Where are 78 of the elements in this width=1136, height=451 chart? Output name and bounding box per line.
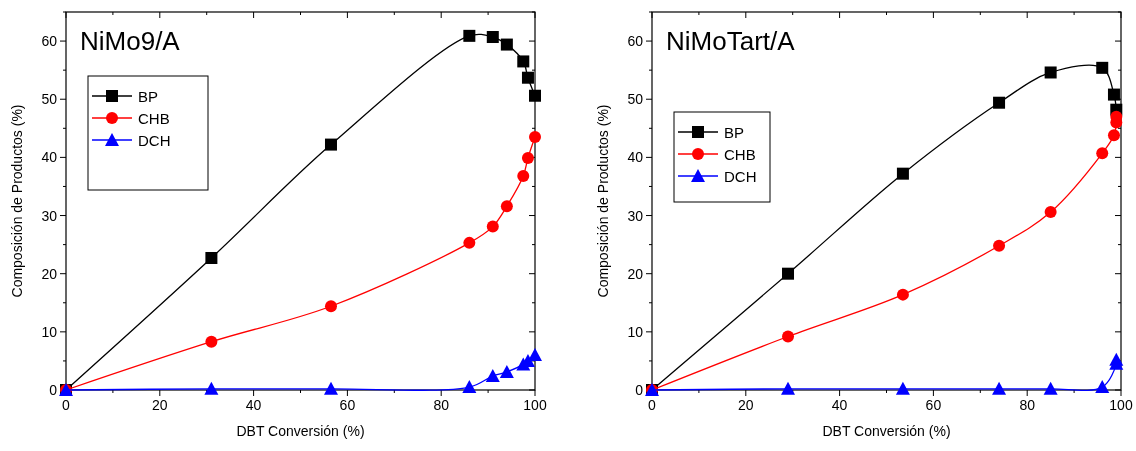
point — [1095, 380, 1110, 394]
legend-label: DCH — [724, 168, 757, 185]
point — [1043, 381, 1058, 395]
y-tick-label: 30 — [41, 207, 58, 224]
legend-label: BP — [724, 124, 745, 141]
point — [992, 381, 1007, 395]
x-axis-title: DBT Conversión (%) — [822, 423, 951, 439]
x-tick-label: 40 — [831, 397, 848, 413]
legend-label: CHB — [138, 110, 170, 127]
y-tick-label: 0 — [49, 382, 58, 398]
y-tick-label: 0 — [635, 382, 644, 398]
y-tick-label: 60 — [627, 33, 644, 50]
y-tick-label: 50 — [627, 91, 644, 108]
point — [521, 151, 534, 164]
y-axis-title: Composición de Productos (%) — [9, 104, 25, 298]
point — [521, 71, 534, 84]
point — [528, 348, 542, 362]
x-tick-label: 80 — [1019, 397, 1036, 413]
point — [1107, 88, 1120, 101]
x-tick-label: 80 — [433, 397, 450, 413]
point — [499, 364, 514, 378]
x-axis-title: DBT Conversión (%) — [236, 423, 365, 439]
point — [517, 169, 530, 182]
x-tick-label: 20 — [152, 397, 168, 413]
point — [323, 381, 338, 395]
point — [895, 381, 910, 395]
y-tick-label: 20 — [627, 265, 644, 282]
x-tick-label: 0 — [62, 397, 71, 413]
point — [529, 89, 541, 102]
text: NiMoTart/A — [666, 26, 796, 56]
y-tick-label: 60 — [41, 33, 58, 50]
point — [782, 267, 795, 280]
point — [993, 239, 1006, 252]
point — [462, 380, 477, 394]
text: NiMo9/A — [80, 26, 181, 56]
point — [463, 29, 476, 42]
point — [486, 31, 499, 44]
point — [204, 381, 219, 395]
point — [1044, 206, 1057, 219]
point — [1109, 352, 1124, 366]
point — [1096, 61, 1109, 74]
point — [1107, 129, 1120, 142]
y-tick-label: 10 — [627, 323, 644, 340]
y-tick-label: 50 — [41, 91, 58, 108]
point — [463, 236, 476, 249]
point — [1096, 147, 1109, 160]
point — [529, 131, 541, 144]
x-tick-label: 100 — [1109, 397, 1133, 413]
x-tick-label: 20 — [738, 397, 754, 413]
y-tick-label: 30 — [627, 207, 644, 224]
point — [500, 38, 513, 51]
point — [782, 330, 795, 343]
x-tick-label: 60 — [339, 397, 356, 413]
x-tick-label: 100 — [523, 397, 547, 413]
point — [205, 251, 218, 264]
x-tick-label: 40 — [245, 397, 262, 413]
y-tick-label: 10 — [41, 323, 58, 340]
point — [896, 288, 909, 301]
x-tick-label: 0 — [648, 397, 657, 413]
point — [324, 138, 337, 151]
y-tick-label: 40 — [627, 149, 644, 166]
point — [324, 300, 337, 313]
point — [205, 335, 218, 348]
y-tick-label: 20 — [41, 265, 58, 282]
y-tick-label: 40 — [41, 149, 58, 166]
point — [486, 220, 499, 233]
legend-label: DCH — [138, 132, 171, 149]
point — [517, 55, 530, 68]
point — [485, 369, 500, 383]
point — [896, 167, 909, 180]
point — [993, 96, 1006, 109]
point — [1044, 66, 1057, 79]
y-axis-title: Composición de Productos (%) — [595, 104, 611, 298]
legend-label: BP — [138, 88, 159, 105]
point — [781, 381, 796, 395]
point — [500, 200, 513, 213]
legend-label: CHB — [724, 146, 756, 163]
x-tick-label: 60 — [925, 397, 942, 413]
